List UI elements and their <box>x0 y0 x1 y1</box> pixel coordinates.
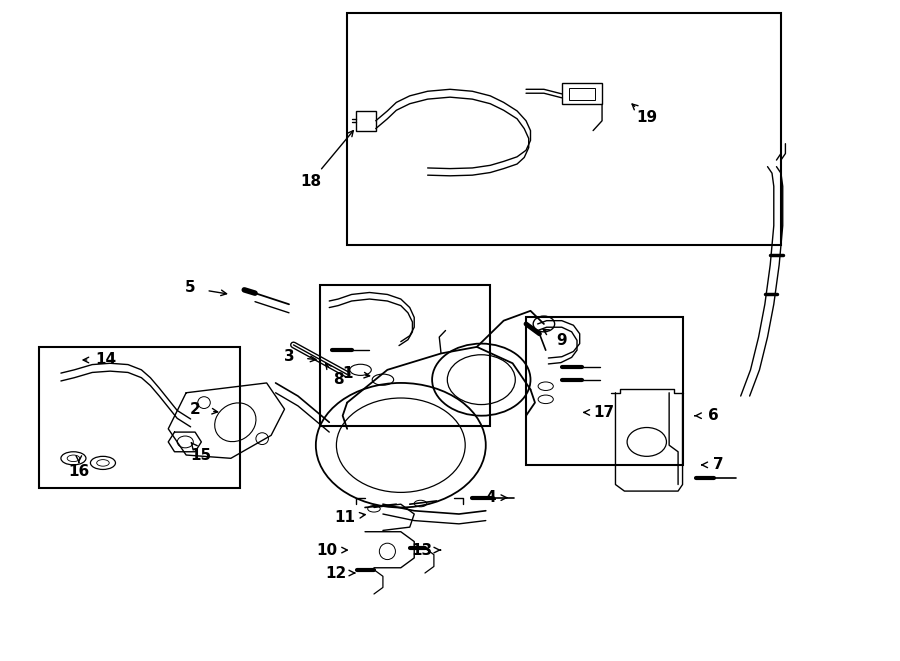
Bar <box>562 83 602 104</box>
Text: 3: 3 <box>284 349 294 364</box>
Bar <box>526 317 682 465</box>
Text: 10: 10 <box>316 543 338 558</box>
Text: 18: 18 <box>301 174 322 188</box>
Text: 6: 6 <box>708 408 719 423</box>
Bar <box>39 347 239 488</box>
Text: 17: 17 <box>593 405 615 420</box>
Text: 9: 9 <box>556 333 567 348</box>
Text: 1: 1 <box>342 366 353 381</box>
Text: 16: 16 <box>68 464 89 479</box>
Bar <box>569 88 595 100</box>
Text: 5: 5 <box>185 280 196 295</box>
Text: 19: 19 <box>636 110 657 125</box>
Bar <box>347 13 781 245</box>
Text: 14: 14 <box>95 352 116 368</box>
Bar <box>356 111 376 131</box>
Bar <box>320 285 490 426</box>
Text: 8: 8 <box>333 372 344 387</box>
Text: 13: 13 <box>410 543 432 558</box>
Text: 11: 11 <box>334 510 355 525</box>
Text: 15: 15 <box>191 447 211 463</box>
Text: 4: 4 <box>485 490 496 505</box>
Text: 12: 12 <box>325 566 346 580</box>
Text: 7: 7 <box>713 457 724 473</box>
Text: 2: 2 <box>190 402 201 416</box>
